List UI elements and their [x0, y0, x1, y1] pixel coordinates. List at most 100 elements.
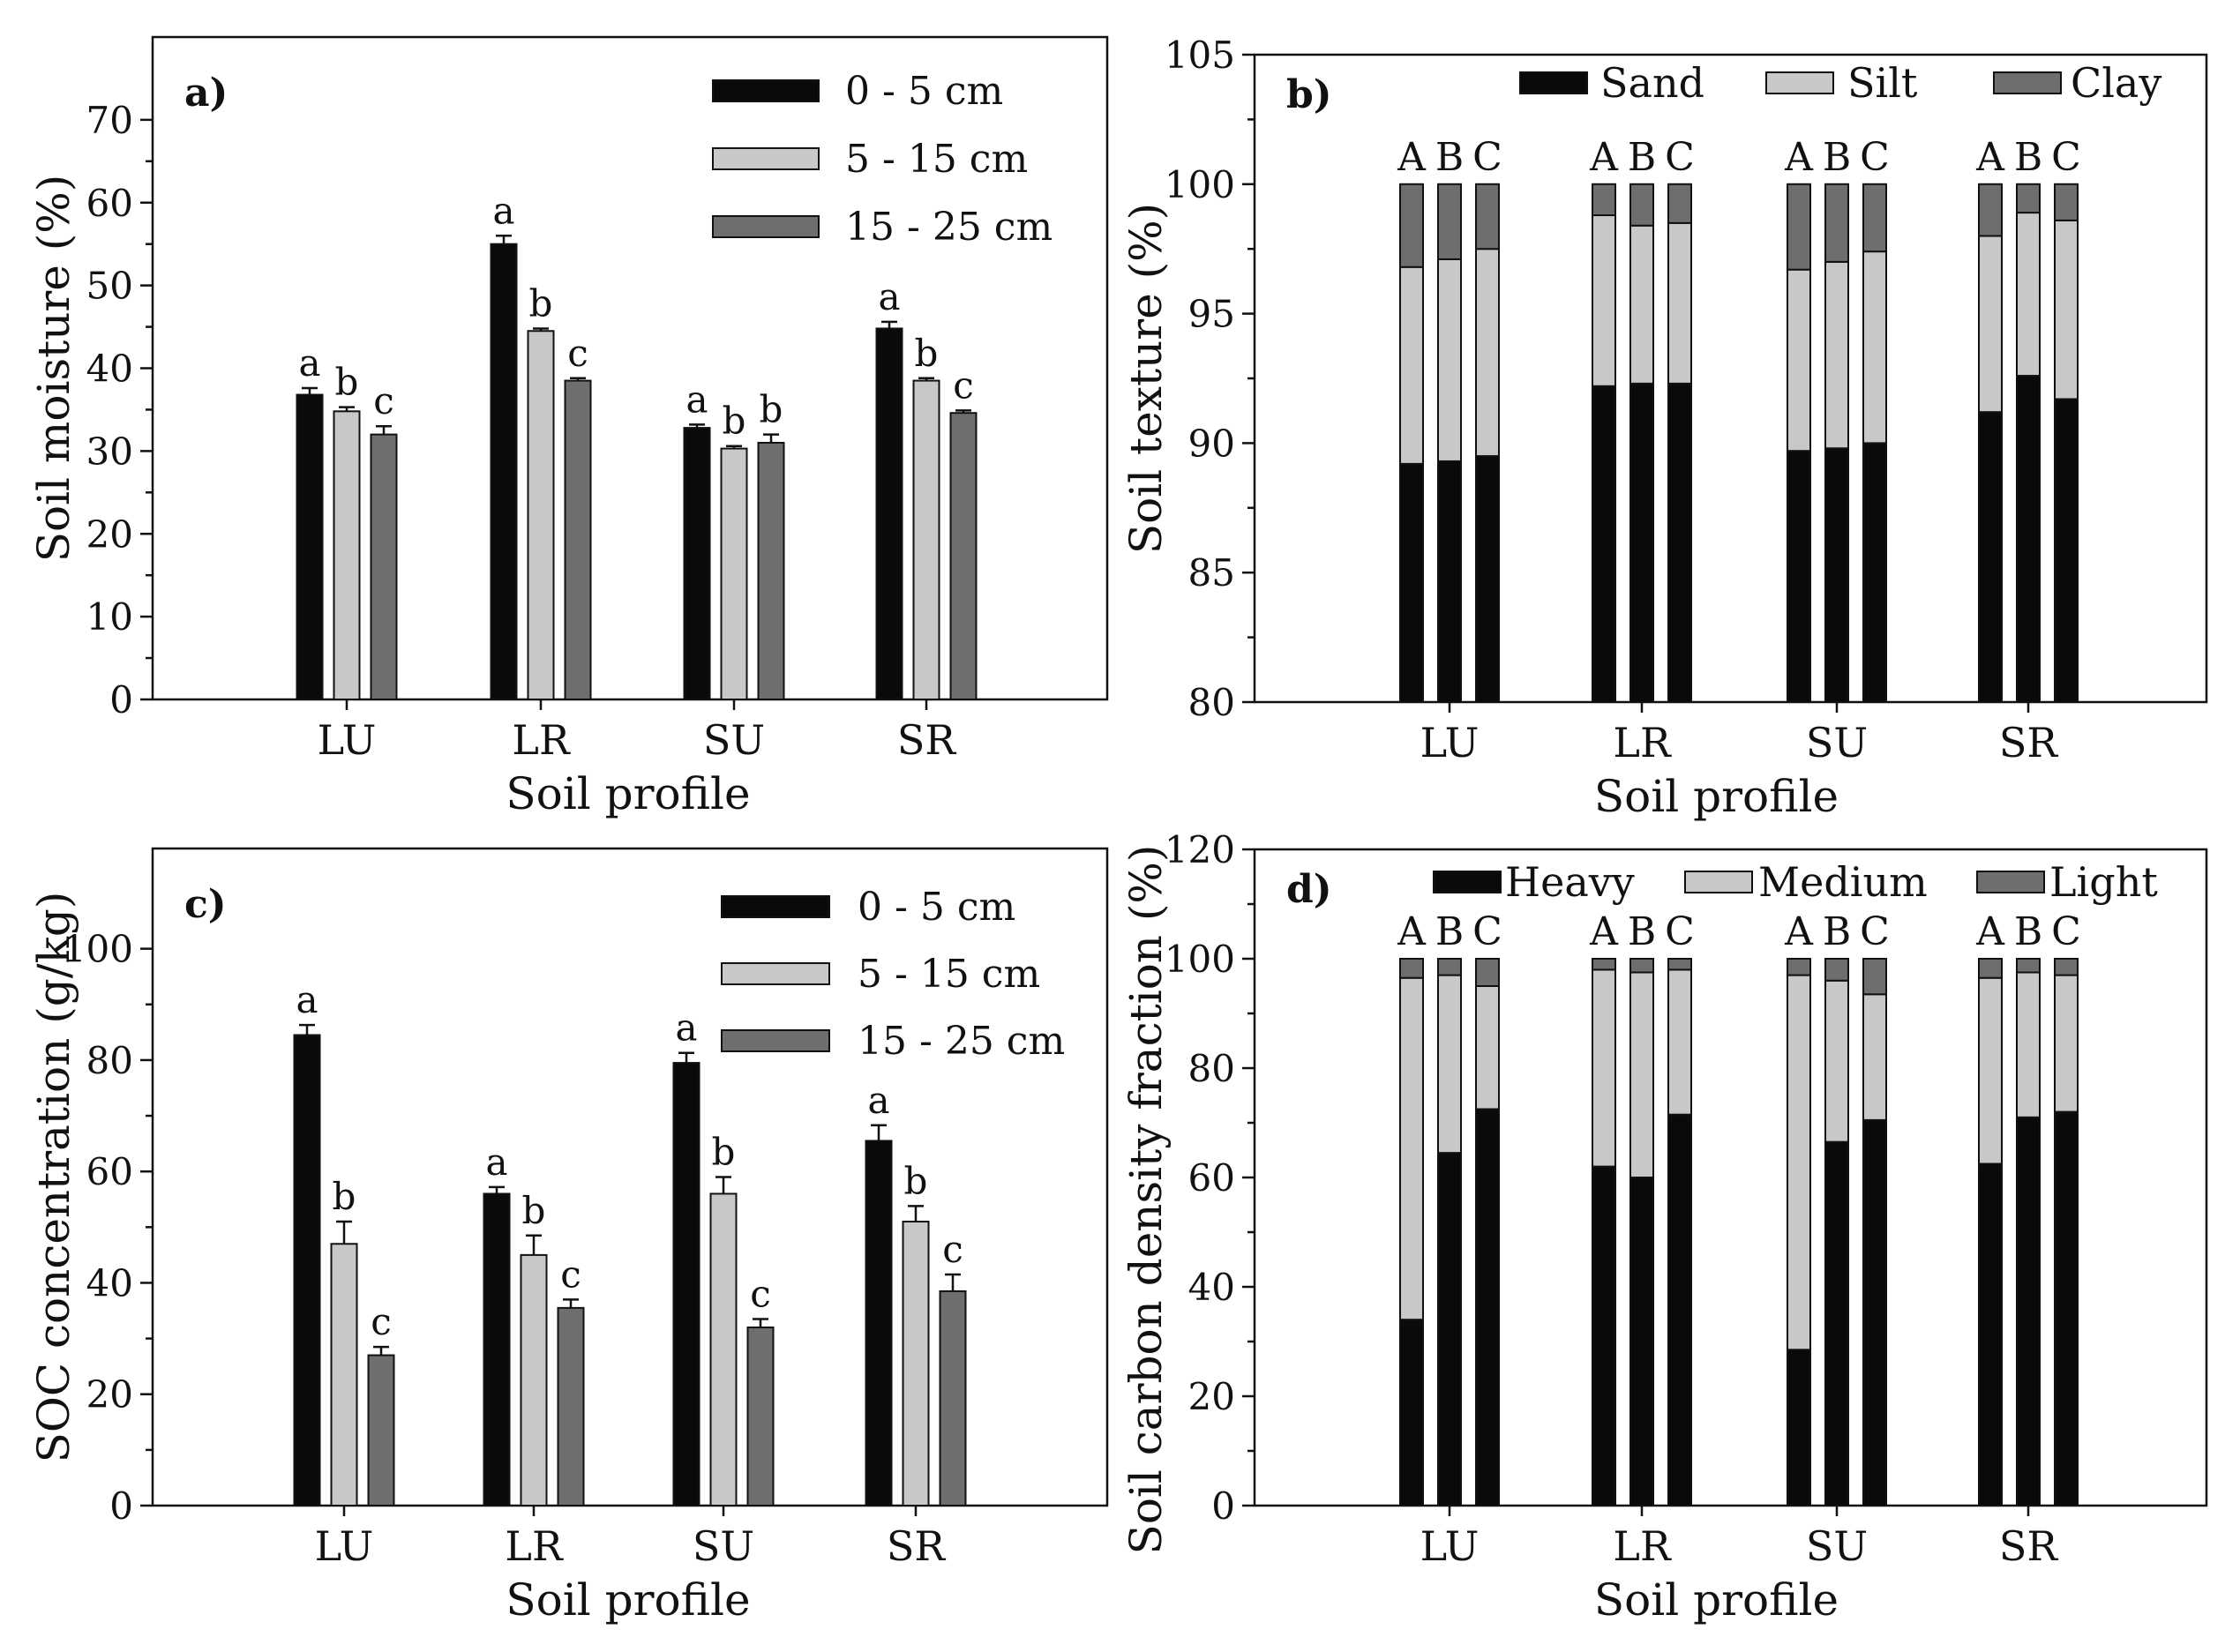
profile-sublabel: A — [1975, 135, 2005, 180]
bar-lu-b-heavy — [1437, 1152, 1462, 1506]
legend-swatch-silt — [1765, 71, 1834, 94]
bar-sr-c-silt — [2054, 219, 2079, 400]
profile-sublabel: C — [1665, 909, 1695, 954]
x-tick-label: SR — [1999, 1522, 2059, 1570]
bar-lr-a-sand — [1592, 385, 1616, 703]
bar-sr-b-light — [2016, 958, 2041, 974]
profile-sublabel: C — [1860, 135, 1890, 180]
bar-lu-b-light — [1437, 958, 1462, 976]
bar-su-b-light — [1824, 958, 1849, 982]
bar-su-a-medium — [1787, 974, 1811, 1351]
bar-sr-c-medium — [2054, 974, 2079, 1113]
significance-letter: b — [529, 281, 553, 325]
bar-su-15-25-cm — [746, 1326, 775, 1506]
bar-lr-c-clay — [1667, 183, 1692, 224]
legend-swatch-5-15-cm — [712, 147, 820, 170]
significance-letter: c — [373, 379, 394, 422]
bar-lr-c-silt — [1667, 221, 1692, 385]
y-tick-label: 40 — [86, 1261, 133, 1304]
y-tick-label: 105 — [1165, 34, 1235, 77]
bar-su-b-silt — [1824, 260, 1849, 450]
bar-lu-0-5-cm — [296, 393, 324, 700]
bar-lr-15-25-cm — [564, 379, 592, 700]
legend-label: 15 - 25 cm — [858, 1019, 1065, 1064]
legend-label: Sand — [1600, 59, 1704, 107]
x-tick-label: LR — [1613, 719, 1672, 766]
profile-sublabel: B — [2014, 135, 2042, 180]
bar-lr-15-25-cm — [557, 1306, 585, 1507]
y-tick-label: 30 — [86, 430, 133, 473]
legend-label: Light — [2049, 858, 2158, 906]
y-tick-label: 0 — [109, 1484, 133, 1528]
bar-lu-c-sand — [1475, 455, 1500, 704]
bar-su-a-silt — [1787, 268, 1811, 452]
bar-lr-b-medium — [1629, 971, 1654, 1178]
bar-lr-a-silt — [1592, 214, 1616, 387]
bar-sr-0-5-cm — [865, 1140, 893, 1507]
y-axis-title: SOC concentration (g/kg) — [28, 892, 79, 1463]
profile-sublabel: C — [2051, 909, 2081, 954]
bar-lu-b-medium — [1437, 974, 1462, 1155]
bar-lr-0-5-cm — [490, 243, 518, 700]
bar-sr-0-5-cm — [875, 327, 903, 700]
y-tick-label: 80 — [86, 1039, 133, 1082]
bar-lr-b-sand — [1629, 382, 1654, 703]
panel-label: d) — [1286, 867, 1332, 912]
y-tick-label: 85 — [1188, 551, 1235, 594]
y-tick-label: 20 — [1188, 1375, 1235, 1418]
bar-sr-a-light — [1978, 958, 2003, 979]
bar-su-a-heavy — [1787, 1349, 1811, 1507]
x-tick-label: LR — [505, 1522, 564, 1570]
bar-sr-c-sand — [2054, 398, 2079, 703]
bar-lu-a-medium — [1399, 976, 1424, 1321]
significance-letter: b — [904, 1159, 928, 1202]
bar-lr-a-heavy — [1592, 1165, 1616, 1506]
y-axis-title: Soil moisture (%) — [28, 175, 79, 563]
bar-lr-a-clay — [1592, 183, 1616, 217]
panel-a: 0 10 20 30 40 50 60 70 LU LR SU SR Soil profile Soil … — [28, 35, 1109, 819]
profile-sublabel: C — [1860, 909, 1890, 954]
y-tick-label: 80 — [1188, 681, 1235, 724]
x-tick-label: LR — [1613, 1522, 1672, 1570]
profile-sublabel: C — [1665, 135, 1695, 180]
x-tick-label: LR — [512, 716, 571, 764]
bar-su-a-light — [1787, 958, 1811, 976]
bar-sr-5-15-cm — [902, 1221, 930, 1506]
significance-letter: a — [296, 978, 318, 1021]
significance-letter: c — [560, 1252, 581, 1296]
profile-sublabel: A — [1589, 135, 1619, 180]
bar-su-c-light — [1862, 958, 1887, 996]
y-tick-label: 80 — [1188, 1047, 1235, 1090]
profile-sublabel: A — [1397, 135, 1427, 180]
bar-lu-c-silt — [1475, 248, 1500, 458]
profile-sublabel: B — [1628, 135, 1656, 180]
bar-sr-c-heavy — [2054, 1110, 2079, 1506]
significance-letter: a — [685, 377, 708, 421]
bar-lu-15-25-cm — [367, 1354, 395, 1507]
y-tick-label: 10 — [86, 595, 133, 639]
legend-swatch-15-25-cm — [712, 215, 820, 238]
profile-sublabel: B — [2014, 909, 2042, 954]
bar-sr-a-clay — [1978, 183, 2003, 237]
bar-lu-c-heavy — [1475, 1108, 1500, 1506]
y-tick-label: 20 — [86, 1373, 133, 1417]
significance-letter: b — [333, 1175, 356, 1218]
y-tick-label: 50 — [86, 265, 133, 308]
legend-swatch-clay — [1993, 71, 2062, 94]
bar-su-0-5-cm — [683, 427, 711, 700]
x-tick-label: SR — [1999, 719, 2059, 766]
y-tick-label: 0 — [1211, 1484, 1235, 1528]
bar-lu-a-silt — [1399, 265, 1424, 465]
legend-label: 5 - 15 cm — [858, 952, 1040, 997]
bar-sr-15-25-cm — [939, 1289, 967, 1507]
bar-sr-a-sand — [1978, 411, 2003, 703]
y-tick-label: 60 — [86, 182, 133, 225]
profile-sublabel: B — [1628, 909, 1656, 954]
legend-swatch-0-5-cm — [721, 895, 830, 918]
legend: Sand Silt Clay — [1519, 59, 2161, 107]
profile-sublabel: A — [1784, 909, 1814, 954]
bar-su-5-15-cm — [720, 447, 748, 700]
bar-su-c-clay — [1862, 183, 1887, 253]
bar-sr-c-clay — [2054, 183, 2079, 221]
bar-sr-a-silt — [1978, 235, 2003, 414]
